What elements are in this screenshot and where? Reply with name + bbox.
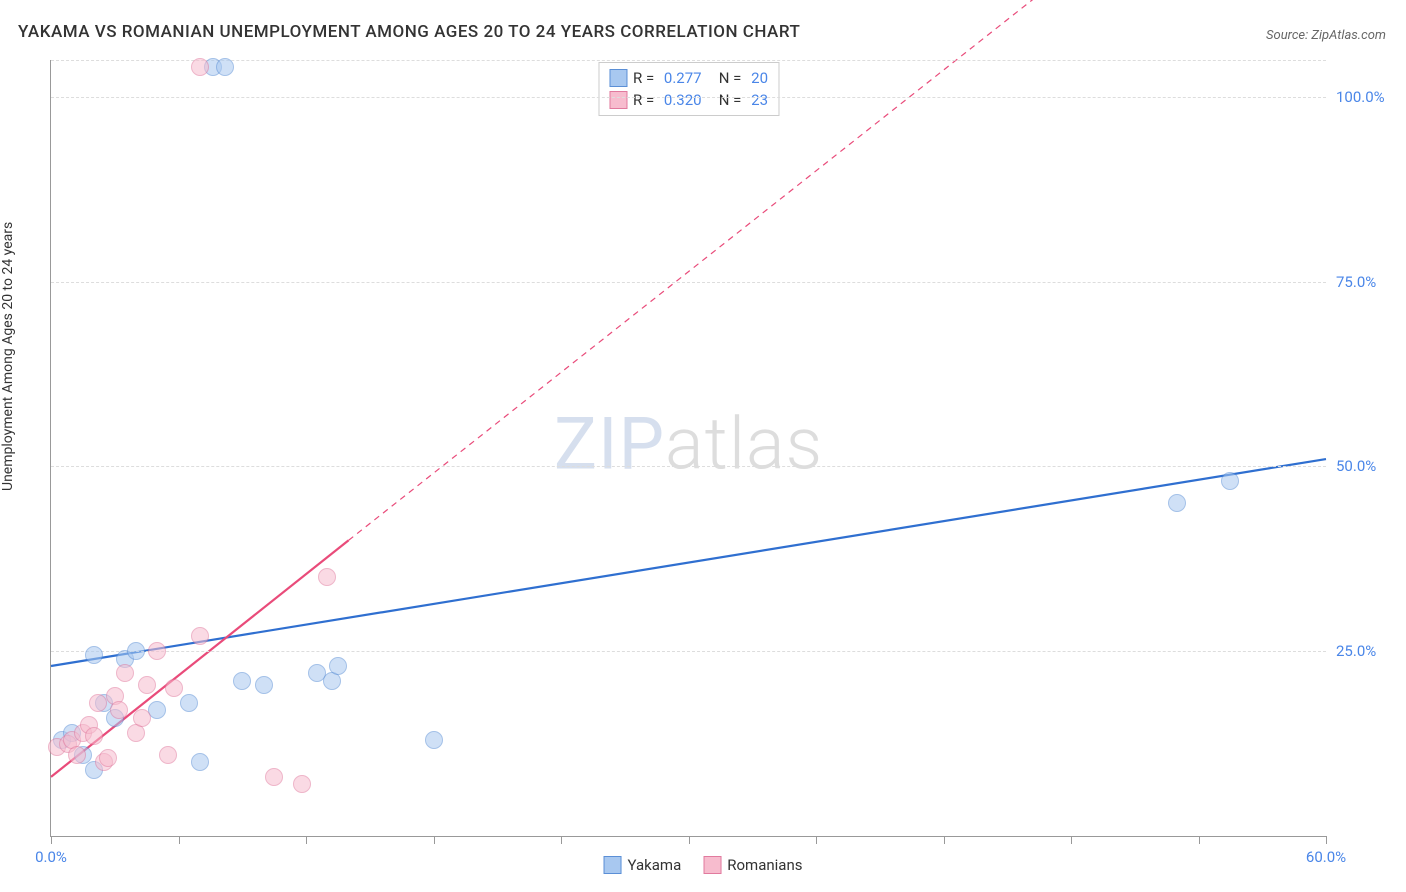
data-point [1168, 494, 1186, 512]
data-point [191, 627, 209, 645]
legend-r-value: 0.320 [664, 91, 702, 109]
regression-line [51, 459, 1326, 666]
data-point [329, 657, 347, 675]
data-point [1221, 472, 1239, 490]
x-tick [1071, 836, 1072, 844]
data-point [110, 701, 128, 719]
data-point [99, 749, 117, 767]
stats-legend-row: R = 0.277 N = 20 [609, 67, 768, 89]
data-point [233, 672, 251, 690]
gridline [51, 97, 1326, 98]
legend-swatch [604, 856, 622, 874]
data-point [255, 676, 273, 694]
data-point [318, 568, 336, 586]
data-point [138, 676, 156, 694]
legend-swatch [609, 69, 627, 87]
y-tick-label: 25.0% [1336, 642, 1396, 660]
regression-lines [51, 60, 1326, 836]
series-legend: Yakama Romanians [604, 856, 803, 874]
data-point [191, 753, 209, 771]
x-tick [1199, 836, 1200, 844]
stats-legend-row: R = 0.320 N = 23 [609, 89, 768, 111]
y-tick-label: 100.0% [1336, 88, 1396, 106]
source-attribution: Source: ZipAtlas.com [1266, 28, 1386, 43]
data-point [165, 679, 183, 697]
data-point [116, 664, 134, 682]
x-tick [816, 836, 817, 844]
data-point [425, 731, 443, 749]
x-tick [689, 836, 690, 844]
x-tick [944, 836, 945, 844]
x-tick [179, 836, 180, 844]
legend-n-value: 20 [751, 69, 768, 87]
data-point [216, 58, 234, 76]
legend-n-label: N = [708, 69, 746, 87]
x-tick [1326, 836, 1327, 844]
data-point [127, 642, 145, 660]
x-tick-label: 0.0% [35, 848, 67, 866]
y-tick-label: 75.0% [1336, 273, 1396, 291]
x-tick [561, 836, 562, 844]
chart-title: YAKAMA VS ROMANIAN UNEMPLOYMENT AMONG AG… [18, 22, 800, 42]
legend-r-value: 0.277 [664, 69, 702, 87]
y-tick-label: 50.0% [1336, 457, 1396, 475]
data-point [68, 746, 86, 764]
x-tick [306, 836, 307, 844]
x-tick [51, 836, 52, 844]
legend-r-label: R = [633, 69, 658, 87]
data-point [159, 746, 177, 764]
legend-item: Romanians [703, 856, 802, 874]
legend-swatch [703, 856, 721, 874]
legend-swatch [609, 91, 627, 109]
legend-label: Romanians [727, 856, 802, 874]
legend-n-value: 23 [751, 91, 768, 109]
gridline [51, 60, 1326, 61]
data-point [191, 58, 209, 76]
x-tick [434, 836, 435, 844]
data-point [133, 709, 151, 727]
data-point [85, 646, 103, 664]
data-point [265, 768, 283, 786]
gridline [51, 466, 1326, 467]
stats-legend: R = 0.277 N = 20R = 0.320 N = 23 [598, 62, 779, 116]
data-point [293, 775, 311, 793]
data-point [148, 642, 166, 660]
y-axis-label: Unemployment Among Ages 20 to 24 years [0, 221, 16, 490]
legend-r-label: R = [633, 91, 658, 109]
gridline [51, 651, 1326, 652]
legend-n-label: N = [708, 91, 746, 109]
data-point [180, 694, 198, 712]
plot-area: ZIPatlas R = 0.277 N = 20R = 0.320 N = 2… [50, 60, 1326, 837]
x-tick-label: 60.0% [1306, 848, 1346, 866]
legend-label: Yakama [628, 856, 682, 874]
gridline [51, 282, 1326, 283]
data-point [85, 727, 103, 745]
data-point [89, 694, 107, 712]
legend-item: Yakama [604, 856, 682, 874]
